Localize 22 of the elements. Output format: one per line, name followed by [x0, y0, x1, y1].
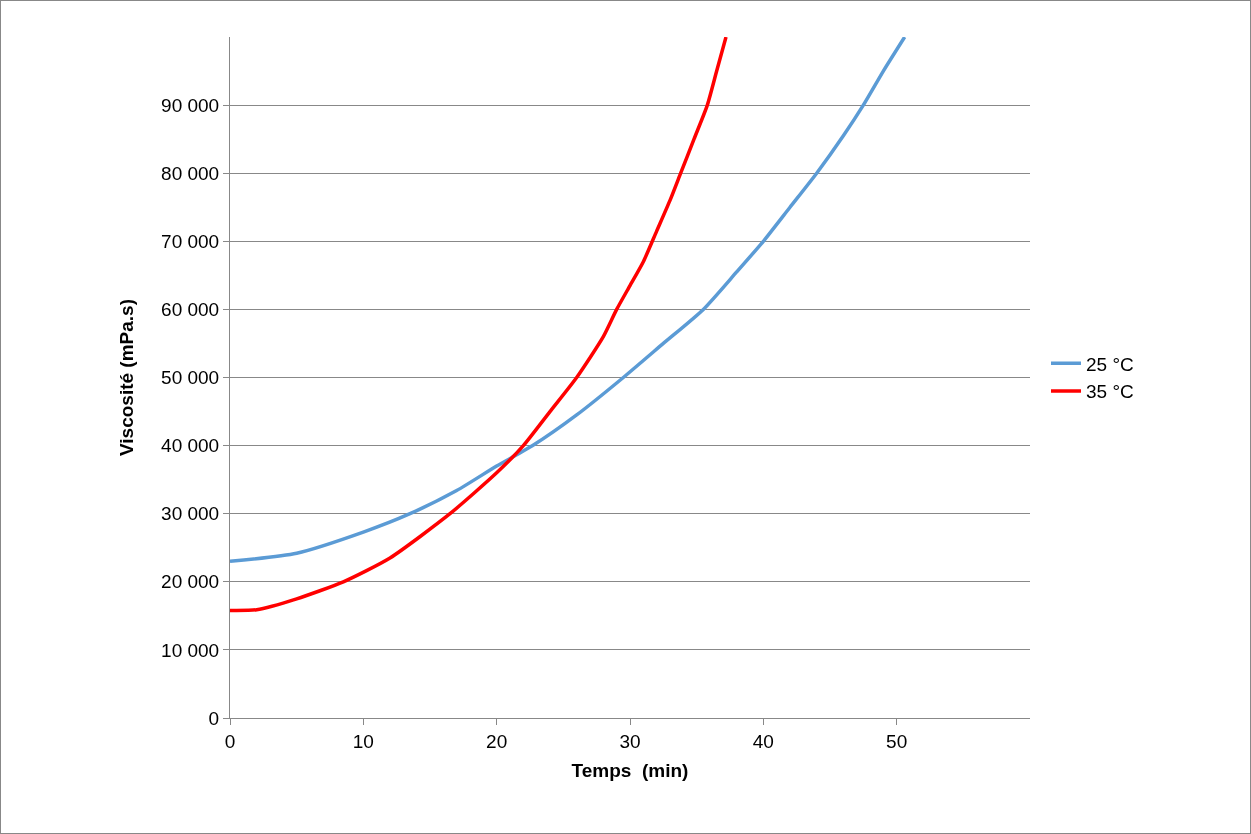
x-axis-title: Temps (min) — [571, 759, 689, 781]
y-tick-label: 30 000 — [161, 503, 220, 525]
y-tick-label: 80 000 — [161, 162, 220, 184]
x-tick-label: 30 — [619, 730, 641, 752]
x-tick-label: 40 — [752, 730, 774, 752]
x-tick-label: 50 — [886, 730, 908, 752]
y-tick-label: 70 000 — [161, 230, 220, 252]
y-tick-label: 60 000 — [161, 299, 220, 321]
y-tick-label: 50 000 — [161, 367, 220, 389]
x-tick-label: 20 — [486, 730, 508, 752]
y-tick-label: 10 000 — [161, 639, 220, 661]
y-tick-label: 0 — [208, 707, 220, 729]
y-tick-label: 90 000 — [161, 94, 220, 116]
x-tick-label: 10 — [352, 730, 374, 752]
legend-label: 25 °C — [1086, 353, 1134, 375]
y-axis-title: Viscosité (mPa.s) — [115, 298, 137, 457]
legend-label: 35 °C — [1086, 381, 1134, 403]
line-series — [230, 37, 907, 564]
y-tick-label: 40 000 — [161, 435, 220, 457]
line-series — [230, 37, 728, 613]
x-tick-label: 0 — [224, 730, 236, 752]
y-tick-label: 20 000 — [161, 571, 220, 593]
